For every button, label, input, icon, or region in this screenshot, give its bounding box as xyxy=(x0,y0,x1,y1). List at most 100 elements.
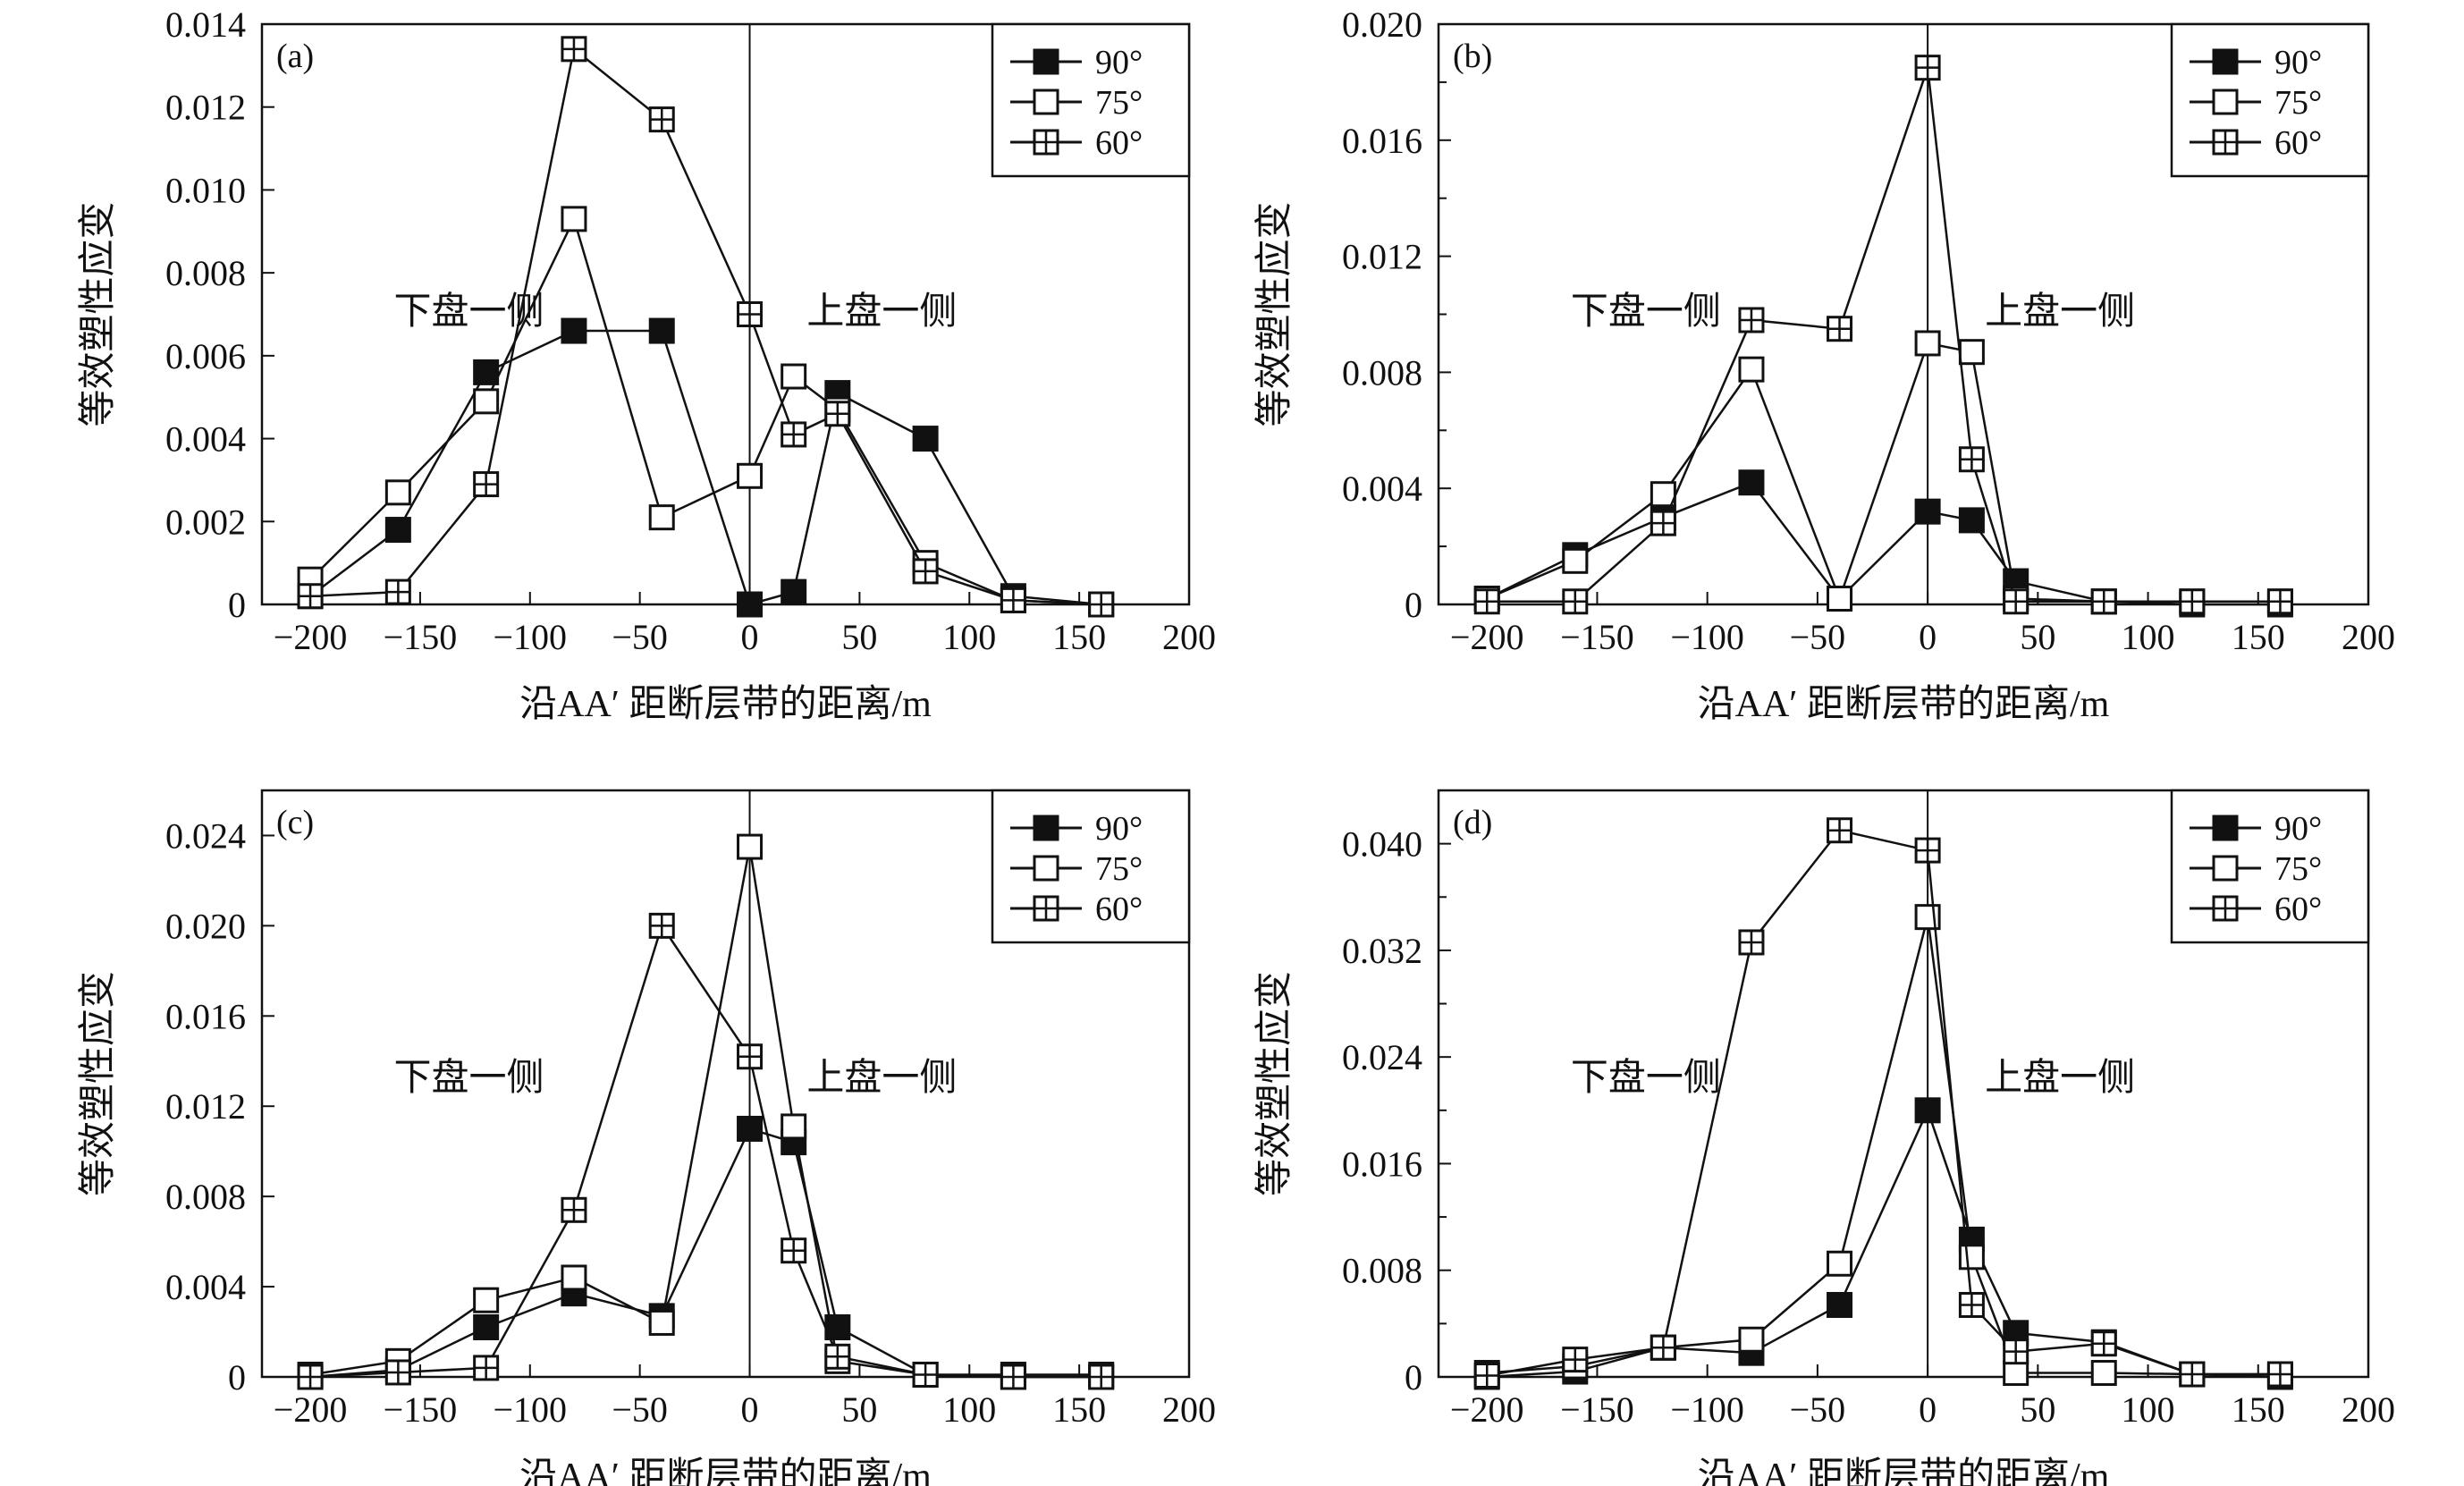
legend-frame xyxy=(2170,789,2370,944)
data-point-box xyxy=(2090,1360,2117,1387)
y-tick-label: 0.010 xyxy=(165,170,246,210)
data-point-box xyxy=(1738,356,1765,383)
x-tick-label: 0 xyxy=(1919,1389,1937,1430)
data-point xyxy=(737,462,764,489)
data-point-box xyxy=(1914,1097,1941,1124)
data-point xyxy=(2090,1360,2117,1387)
data-point-box xyxy=(561,317,587,344)
legend-marker-icon xyxy=(1033,895,1059,922)
data-point xyxy=(1473,1363,1500,1389)
x-tick-label: −200 xyxy=(1450,617,1524,657)
data-point-box xyxy=(1738,1326,1765,1353)
legend-label: 60° xyxy=(1095,124,1143,162)
legend-frame xyxy=(991,789,1191,944)
data-point xyxy=(1958,1244,1985,1271)
legend-marker-icon-box xyxy=(2212,89,2239,115)
chart-panel-d: −200 −150 −100 −50 0 50 100 150 200 0 0.008 0.016 0.… xyxy=(1253,789,2395,1486)
hanging-wall-annotation: 上盘一侧 xyxy=(806,291,957,333)
data-point-box xyxy=(737,591,764,618)
series-60deg xyxy=(1473,817,2293,1389)
x-tick-label: −150 xyxy=(1560,617,1634,657)
series-90deg xyxy=(297,1115,1115,1390)
data-point xyxy=(737,1043,764,1070)
data-point xyxy=(1827,316,1853,342)
y-tick-label: 0.004 xyxy=(1342,469,1422,509)
data-point xyxy=(1958,446,1985,473)
data-point xyxy=(561,206,587,232)
legend-marker-icon xyxy=(2212,129,2239,156)
data-point xyxy=(2003,588,2029,615)
data-point-box xyxy=(561,206,587,232)
data-point xyxy=(781,578,807,605)
data-point-box xyxy=(2003,1360,2029,1387)
data-point xyxy=(648,504,675,531)
series-line xyxy=(309,846,1101,1376)
data-point xyxy=(1827,1291,1853,1318)
data-point xyxy=(561,36,587,63)
y-tick-label: 0.024 xyxy=(1342,1037,1422,1077)
x-tick-label: 50 xyxy=(2020,1389,2055,1430)
legend-marker-icon-box xyxy=(2212,855,2239,882)
data-point xyxy=(473,1313,500,1340)
legend-marker-icon-box xyxy=(1033,89,1059,115)
y-tick-label: 0 xyxy=(1405,585,1422,625)
data-point xyxy=(1827,817,1853,844)
x-tick-label: 100 xyxy=(942,1389,996,1430)
data-point xyxy=(1914,837,1941,864)
data-point xyxy=(781,363,807,390)
data-point-box xyxy=(781,363,807,390)
data-point xyxy=(1000,587,1026,613)
data-point xyxy=(1738,929,1765,956)
series-line xyxy=(309,329,1101,606)
data-point xyxy=(384,578,411,605)
y-tick-label: 0 xyxy=(228,1357,246,1397)
legend-label: 60° xyxy=(2274,124,2322,162)
data-point xyxy=(1650,1334,1676,1361)
data-point xyxy=(473,1287,500,1313)
x-tick-label: −200 xyxy=(1450,1389,1524,1430)
legend-marker-icon xyxy=(1033,48,1059,75)
data-point xyxy=(1088,1364,1115,1390)
y-tick-label: 0.004 xyxy=(165,1267,246,1307)
series-line xyxy=(1486,342,2281,604)
data-point xyxy=(2003,1338,2029,1365)
x-tick-label: 100 xyxy=(2122,617,2175,657)
data-point xyxy=(648,317,675,344)
data-point xyxy=(781,421,807,448)
data-point xyxy=(824,401,851,427)
data-point xyxy=(912,558,939,585)
footwall-annotation: 下盘一侧 xyxy=(1571,1057,1721,1099)
data-point xyxy=(737,301,764,327)
data-point-box xyxy=(1738,469,1765,496)
data-point xyxy=(1958,1291,1985,1318)
y-tick-label: 0.012 xyxy=(165,88,246,128)
data-point-box xyxy=(781,1113,807,1140)
y-tick-label: 0.040 xyxy=(1342,824,1422,865)
y-tick-label: 0.008 xyxy=(165,253,246,293)
legend-marker-icon-box xyxy=(2212,48,2239,75)
data-point xyxy=(1562,1347,1589,1373)
data-point xyxy=(1738,1326,1765,1353)
data-point xyxy=(648,1309,675,1336)
data-point xyxy=(1914,498,1941,525)
x-tick-label: 50 xyxy=(841,1389,877,1430)
data-point xyxy=(1738,469,1765,496)
x-tick-label: 200 xyxy=(2342,617,2395,657)
data-point xyxy=(384,517,411,544)
y-tick-label: 0.006 xyxy=(165,336,246,376)
data-point xyxy=(737,591,764,618)
data-point-box xyxy=(1914,498,1941,525)
footwall-annotation: 下盘一侧 xyxy=(393,1057,544,1099)
x-tick-label: 200 xyxy=(1162,1389,1216,1430)
y-tick-label: 0.008 xyxy=(1342,1251,1422,1291)
series-75deg xyxy=(1473,904,2293,1388)
legend: 90°75°60° xyxy=(991,22,1191,178)
y-tick-label: 0.014 xyxy=(165,4,246,45)
x-tick-label: −100 xyxy=(494,1389,568,1430)
legend-frame xyxy=(991,22,1191,178)
data-point xyxy=(912,1361,939,1388)
data-point-box xyxy=(648,504,675,531)
series-line xyxy=(1486,829,2281,1377)
y-tick-label: 0.016 xyxy=(165,996,246,1036)
data-point xyxy=(737,1115,764,1142)
